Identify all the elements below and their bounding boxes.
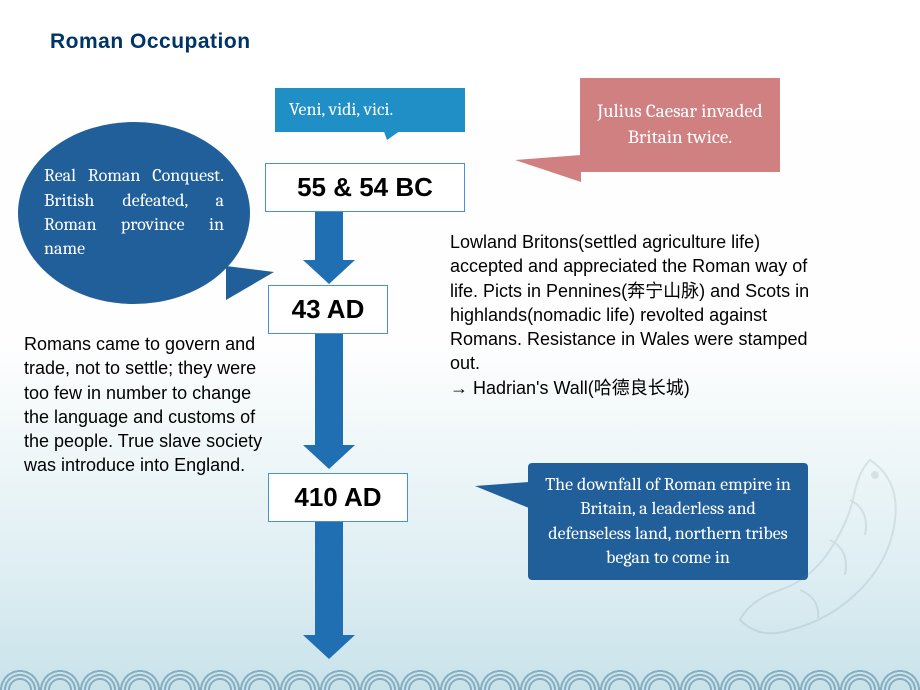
- callout-caesar: Julius Caesar invaded Britain twice.: [580, 78, 780, 172]
- date-box-1: 55 & 54 BC: [265, 163, 465, 212]
- wave-decoration: [0, 640, 920, 690]
- paragraph-govern: Romans came to govern and trade, not to …: [24, 332, 269, 478]
- callout-veni: Veni, vidi, vici.: [275, 88, 465, 132]
- arrow-1: [315, 212, 343, 262]
- callout-caesar-text: Julius Caesar invaded Britain twice.: [594, 99, 766, 150]
- arrow-3: [315, 522, 343, 637]
- page-title: Roman Occupation: [50, 30, 251, 54]
- callout-conquest-pointer: [226, 266, 274, 300]
- callout-downfall: The downfall of Roman empire in Britain,…: [528, 463, 808, 580]
- callout-conquest-text: Real Roman Conquest. British defeated, a…: [44, 164, 224, 261]
- callout-veni-pointer: [382, 126, 407, 140]
- callout-caesar-pointer: [515, 155, 581, 182]
- paragraph-lowland: Lowland Britons(settled agriculture life…: [450, 230, 820, 400]
- callout-downfall-pointer: [475, 482, 529, 508]
- arrow-2: [315, 334, 343, 447]
- date-box-3: 410 AD: [268, 473, 408, 522]
- callout-conquest: Real Roman Conquest. British defeated, a…: [18, 122, 250, 304]
- date-box-2: 43 AD: [268, 285, 388, 334]
